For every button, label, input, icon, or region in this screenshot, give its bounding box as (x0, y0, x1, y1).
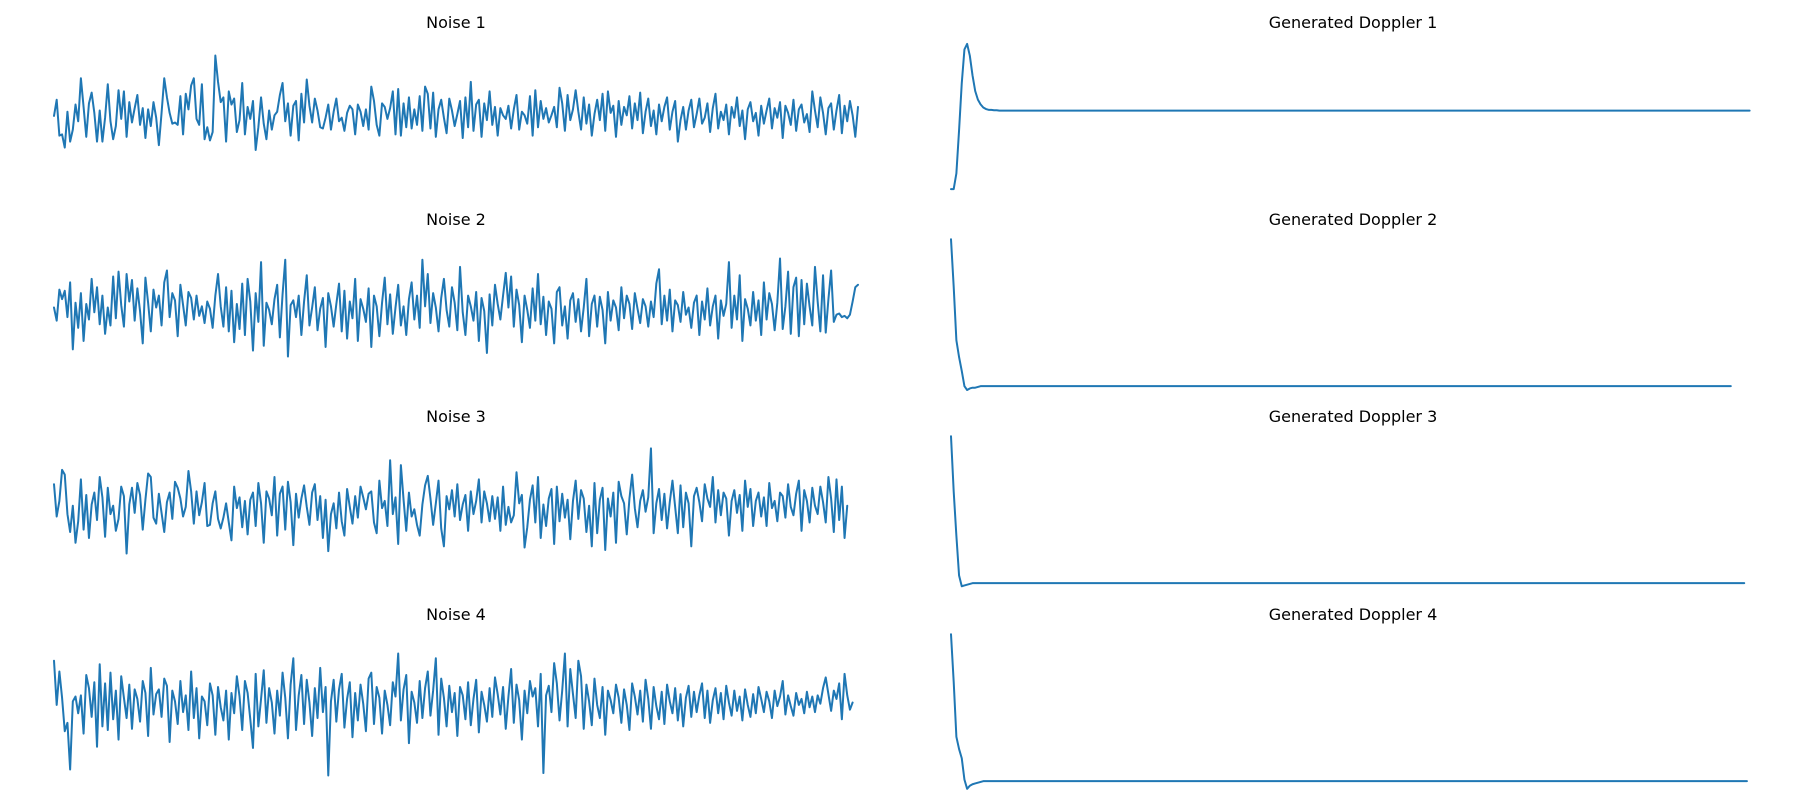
generated-doppler-4-panel: Generated Doppler 4 (950, 605, 1748, 790)
generated-doppler-1-panel: Generated Doppler 1 (950, 13, 1751, 191)
noise-2-series-line (53, 257, 859, 358)
noise-1-series-line (53, 54, 859, 151)
generated-doppler-3-panel: Generated Doppler 3 (950, 407, 1746, 588)
panel-title: Generated Doppler 4 (1269, 605, 1438, 624)
generated-doppler-1-series-line (950, 42, 1751, 191)
noise-2-panel: Noise 2 (53, 210, 859, 358)
panel-title: Noise 3 (426, 407, 486, 426)
panel-title: Generated Doppler 3 (1269, 407, 1438, 426)
generated-doppler-3-series-line (950, 435, 1746, 588)
generated-doppler-2-series-line (950, 238, 1732, 391)
noise-3-panel: Noise 3 (53, 407, 849, 555)
generated-doppler-4-series-line (950, 633, 1748, 790)
noise-4-panel: Noise 4 (53, 605, 854, 777)
noise-1-panel: Noise 1 (53, 13, 859, 151)
panel-title: Generated Doppler 2 (1269, 210, 1438, 229)
panel-title: Noise 4 (426, 605, 486, 624)
panel-title: Generated Doppler 1 (1269, 13, 1438, 32)
noise-4-series-line (53, 652, 854, 777)
panel-title: Noise 2 (426, 210, 486, 229)
noise-3-series-line (53, 447, 849, 555)
generated-doppler-2-panel: Generated Doppler 2 (950, 210, 1732, 391)
panel-title: Noise 1 (426, 13, 486, 32)
